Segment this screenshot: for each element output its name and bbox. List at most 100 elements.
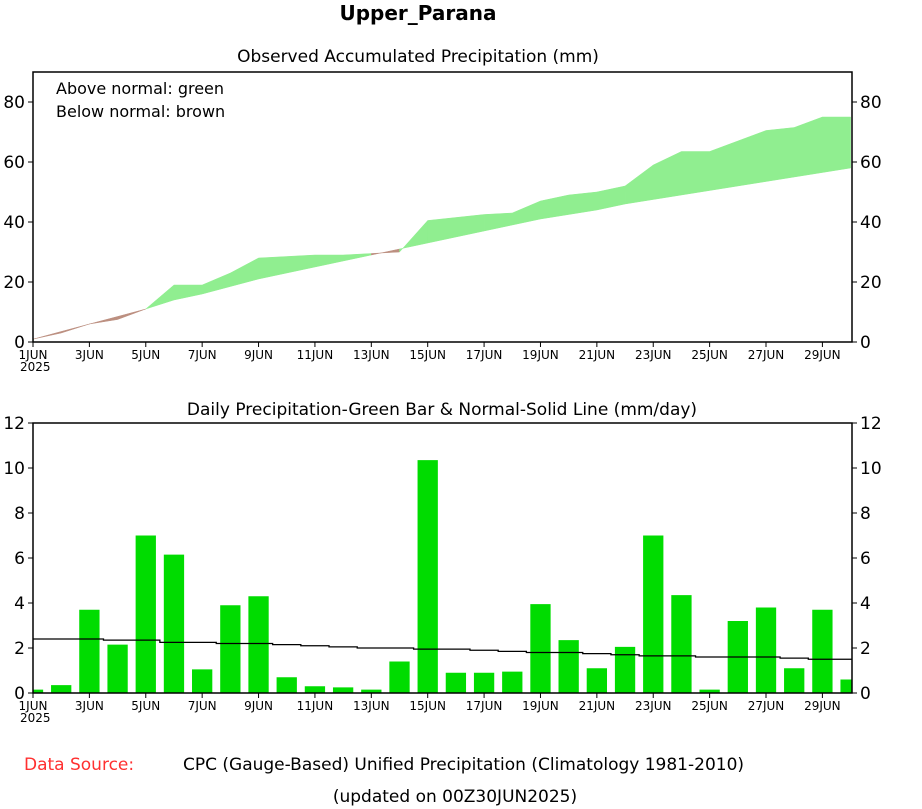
x-tick-label: 23JUN <box>635 348 672 362</box>
above-normal-area <box>793 116 823 178</box>
x-tick-label: 13JUN <box>353 348 390 362</box>
y-tick-label-right: 12 <box>860 414 882 434</box>
daily-precip-bar <box>248 596 269 693</box>
daily-precip-bar <box>389 661 410 693</box>
daily-precip-bar <box>530 604 551 693</box>
daily-precip-bar <box>107 644 128 693</box>
y-tick-label-right: 10 <box>860 459 882 479</box>
daily-precip-bar <box>163 554 185 693</box>
below-normal-area <box>117 308 146 320</box>
above-normal-area <box>230 257 259 287</box>
data-source-label: Data Source: <box>24 755 134 775</box>
y-tick-label-right: 8 <box>860 504 871 524</box>
above-normal-area <box>652 151 682 200</box>
above-normal-area <box>540 194 569 220</box>
x-tick-label: 19JUN <box>522 699 559 713</box>
daily-precip-bar <box>755 607 777 693</box>
above-normal-area <box>427 217 457 244</box>
x-tick-label: 1JUN <box>19 699 48 713</box>
above-normal-area <box>709 140 739 191</box>
y-tick-label-right: 0 <box>860 333 871 353</box>
daily-precip-bar <box>304 686 326 693</box>
x-tick-label: 25JUN <box>691 348 728 362</box>
y-tick-label-right: 6 <box>860 549 871 569</box>
y-tick-label-left: 2 <box>14 639 25 659</box>
daily-precip-bar <box>473 672 495 693</box>
daily-precip-bar <box>586 668 608 693</box>
daily-precip-bar <box>361 689 382 693</box>
daily-precip-bar <box>276 677 297 693</box>
y-tick-label-right: 0 <box>860 684 871 704</box>
normal-line <box>33 638 852 660</box>
x-tick-label: 29JUN <box>804 348 841 362</box>
y-tick-label-left: 0 <box>14 684 25 704</box>
above-normal-area <box>455 214 485 238</box>
figure-title: Upper_Parana <box>339 1 496 25</box>
y-tick-label-left: 10 <box>3 459 25 479</box>
above-normal-area <box>399 219 428 253</box>
y-tick-label-left: 20 <box>3 273 25 293</box>
daily-precip-bar <box>643 535 664 693</box>
daily-precip-bar <box>135 535 156 693</box>
x-tick-label: 19JUN <box>522 348 559 362</box>
above-normal-area <box>512 200 541 226</box>
data-source-text: CPC (Gauge-Based) Unified Precipitation … <box>183 755 744 775</box>
x-year-label: 2025 <box>20 711 51 725</box>
above-normal-area <box>765 127 795 182</box>
accum-chart-title: Observed Accumulated Precipitation (mm) <box>237 47 599 67</box>
legend-entry: Below normal: brown <box>56 102 225 121</box>
below-normal-area <box>89 316 118 325</box>
y-tick-label-left: 12 <box>3 414 25 434</box>
y-tick-label-left: 8 <box>14 504 25 524</box>
above-normal-area <box>568 191 598 215</box>
x-tick-label: 15JUN <box>409 699 446 713</box>
y-tick-label-left: 40 <box>3 213 25 233</box>
x-tick-label: 7JUN <box>188 348 217 362</box>
daily-precip-bar <box>812 609 833 693</box>
x-tick-label: 11JUN <box>297 348 334 362</box>
daily-precip-bar <box>192 669 213 693</box>
x-year-label: 2025 <box>20 360 51 374</box>
daily-precip-bar <box>79 609 100 693</box>
daily-precip-bar <box>33 689 44 693</box>
x-tick-label: 3JUN <box>75 699 104 713</box>
above-normal-area <box>342 253 372 262</box>
daily-precip-bar <box>784 668 805 693</box>
x-tick-label: 15JUN <box>409 348 446 362</box>
daily-precip-bar <box>558 640 579 693</box>
x-tick-label: 23JUN <box>635 699 672 713</box>
daily-precip-bar <box>417 460 438 693</box>
below-normal-area <box>33 331 62 340</box>
daily-precip-bar <box>502 671 523 693</box>
daily-chart-title: Daily Precipitation-Green Bar & Normal-S… <box>187 400 697 420</box>
x-tick-label: 17JUN <box>466 348 503 362</box>
y-tick-label-left: 80 <box>3 93 25 113</box>
x-tick-label: 5JUN <box>131 699 160 713</box>
updated-text: (updated on 00Z30JUN2025) <box>333 787 577 807</box>
x-tick-label: 17JUN <box>466 699 503 713</box>
above-normal-area <box>596 185 626 211</box>
x-tick-label: 27JUN <box>748 348 785 362</box>
daily-precip-bar <box>51 685 72 693</box>
above-normal-area <box>258 256 287 280</box>
above-normal-area <box>286 254 316 274</box>
x-tick-label: 5JUN <box>131 348 160 362</box>
x-tick-label: 25JUN <box>691 699 728 713</box>
x-tick-label: 9JUN <box>244 348 273 362</box>
above-normal-area <box>737 130 767 187</box>
above-normal-area <box>173 284 203 301</box>
x-tick-label: 3JUN <box>75 348 104 362</box>
daily-precip-bar <box>840 679 852 693</box>
x-tick-label: 1JUN <box>19 348 48 362</box>
y-tick-label-right: 60 <box>860 153 882 173</box>
plot-frame <box>32 71 853 343</box>
x-tick-label: 21JUN <box>579 348 616 362</box>
x-tick-label: 13JUN <box>353 699 390 713</box>
above-normal-area <box>483 212 513 232</box>
y-tick-label-right: 40 <box>860 213 882 233</box>
x-tick-label: 21JUN <box>579 699 616 713</box>
y-tick-label-right: 80 <box>860 93 882 113</box>
y-tick-label-right: 20 <box>860 273 882 293</box>
above-normal-area <box>681 151 710 196</box>
